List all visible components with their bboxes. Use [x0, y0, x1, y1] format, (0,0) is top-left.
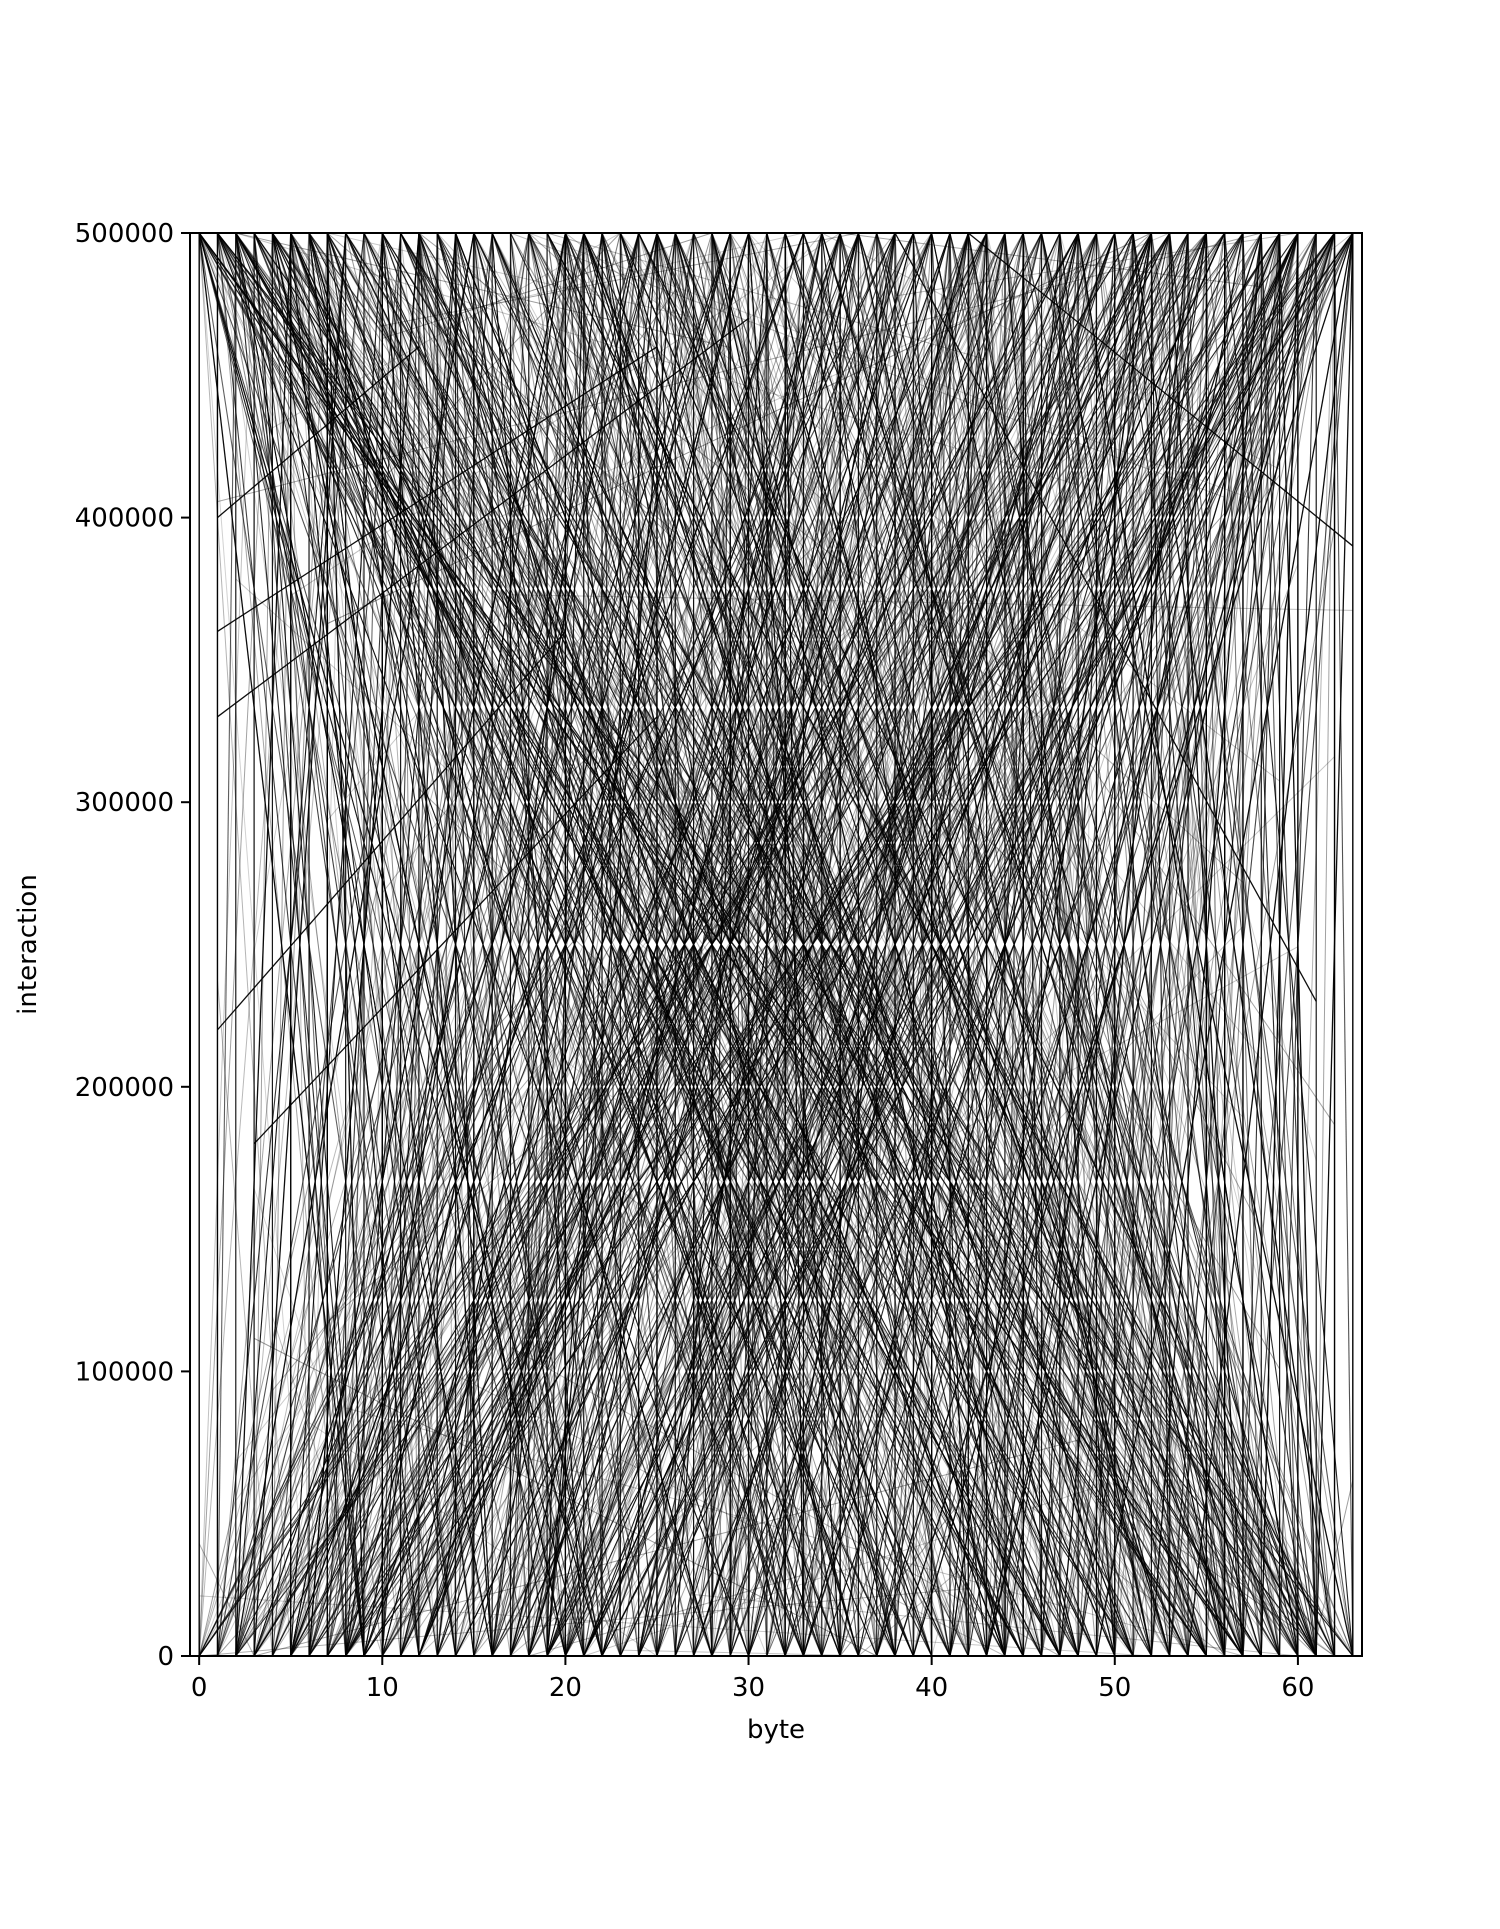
plot-lines: [198, 232, 1354, 1657]
series-line-1041: [198, 232, 621, 1657]
y-axis-label: interaction: [13, 874, 43, 1015]
series-line-1071: [198, 232, 365, 1657]
x-tick-label: 0: [191, 1673, 208, 1703]
series-line-1135: [1132, 232, 1336, 1657]
series-line-848: [1114, 232, 1317, 1657]
series-line-1081: [253, 232, 347, 1657]
series-line-1078: [217, 346, 420, 519]
series-line-1095: [399, 232, 750, 1657]
series-line-885: [198, 232, 1207, 1657]
x-axis: 0 10 20 30 40 50 60: [191, 1656, 1314, 1703]
x-tick-label: 60: [1281, 1673, 1314, 1703]
series-line-1168: [509, 232, 1152, 1657]
y-tick-label: 100000: [75, 1357, 174, 1387]
series-line-1044: [345, 232, 1171, 1657]
series-line-419: [601, 232, 988, 1547]
series-line-1066: [1004, 232, 1024, 1657]
y-tick-label: 400000: [75, 504, 174, 534]
series-line-622: [693, 452, 786, 647]
series-line-1103: [546, 232, 676, 1657]
series-line-1148: [198, 232, 1244, 1657]
series-line-1122: [894, 232, 1317, 1002]
series-line-978: [271, 232, 914, 1657]
y-tick-label: 0: [157, 1642, 174, 1672]
series-line-567: [1150, 232, 1281, 1365]
series-line-607: [326, 232, 786, 1473]
y-axis: 0 100000 200000 300000 400000 500000: [75, 219, 190, 1672]
series-line-1121: [876, 232, 1299, 1657]
series-line-1153: [454, 232, 1171, 1657]
series-line-128: [931, 1089, 1171, 1657]
series-line-1164: [802, 232, 1262, 1657]
series-line-691: [216, 232, 237, 1657]
series-line-529: [1004, 1501, 1134, 1657]
series-line-1149: [235, 232, 1024, 1657]
series-line-647: [235, 1285, 475, 1657]
series-line-1138: [1187, 232, 1354, 1657]
series-line-879: [1224, 232, 1354, 1657]
x-tick-label: 30: [732, 1673, 765, 1703]
series-line-190: [693, 1296, 896, 1657]
series-line-1059: [326, 232, 1006, 1657]
series-line-1163: [747, 232, 1171, 1657]
series-line-1076: [217, 317, 749, 718]
series-line-1157: [345, 232, 731, 1657]
series-line-407: [455, 330, 1097, 944]
y-tick-label: 300000: [75, 788, 174, 818]
series-line-193: [235, 232, 731, 348]
series-line-936: [967, 232, 1171, 1657]
series-line-354: [620, 1189, 1225, 1657]
series-line-544: [528, 1574, 804, 1657]
series-line-36: [729, 232, 969, 1219]
series-line-176: [656, 232, 750, 528]
series-line-268: [528, 474, 1280, 1514]
series-line-1075: [216, 631, 566, 1031]
x-tick-label: 10: [366, 1673, 399, 1703]
y-tick-label: 200000: [75, 1073, 174, 1103]
x-tick-label: 50: [1098, 1673, 1131, 1703]
series-line-1167: [583, 232, 1226, 1657]
series-line-1115: [766, 232, 1116, 1657]
series-line-1061: [290, 232, 457, 1657]
series-line-333: [931, 232, 1134, 836]
series-line-563: [217, 232, 1262, 503]
series-line-970: [1169, 232, 1336, 1657]
series-line-1165: [894, 232, 1354, 1657]
series-line-1159: [436, 232, 860, 1657]
series-line-1014: [271, 232, 585, 1657]
series-line-892: [491, 232, 1061, 1657]
series-line-170: [455, 1246, 621, 1657]
series-line-285: [876, 563, 1299, 1657]
x-axis-label: byte: [747, 1715, 805, 1745]
series-line-1160: [528, 232, 951, 1657]
plot-frame: [189, 232, 1363, 1657]
series-line-150: [235, 1384, 328, 1657]
series-line-1111: [692, 232, 1153, 1657]
series-line-1079: [235, 232, 292, 1657]
series-line-558: [491, 232, 1207, 1033]
series-line-969: [876, 232, 1336, 1657]
x-tick-label: 40: [915, 1673, 948, 1703]
x-tick-label: 20: [549, 1673, 582, 1703]
series-line-996: [1333, 232, 1354, 1657]
series-line-1097: [436, 232, 603, 1657]
series-line-1126: [967, 232, 1354, 547]
y-tick-label: 500000: [75, 219, 174, 249]
series-line-308: [290, 232, 1189, 1524]
series-line-1080: [235, 232, 475, 1657]
series-line-1073: [198, 232, 841, 1088]
